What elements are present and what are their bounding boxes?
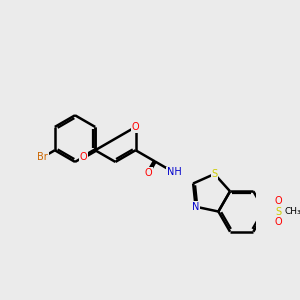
Text: CH₃: CH₃ bbox=[285, 207, 300, 216]
Text: O: O bbox=[274, 196, 282, 206]
Text: O: O bbox=[144, 168, 152, 178]
Text: O: O bbox=[80, 152, 88, 162]
Text: O: O bbox=[132, 122, 140, 132]
Text: N: N bbox=[192, 202, 199, 212]
Text: NH: NH bbox=[167, 167, 181, 177]
Text: S: S bbox=[212, 169, 218, 179]
Text: S: S bbox=[275, 206, 281, 217]
Text: O: O bbox=[274, 217, 282, 227]
Text: Br: Br bbox=[38, 152, 48, 162]
